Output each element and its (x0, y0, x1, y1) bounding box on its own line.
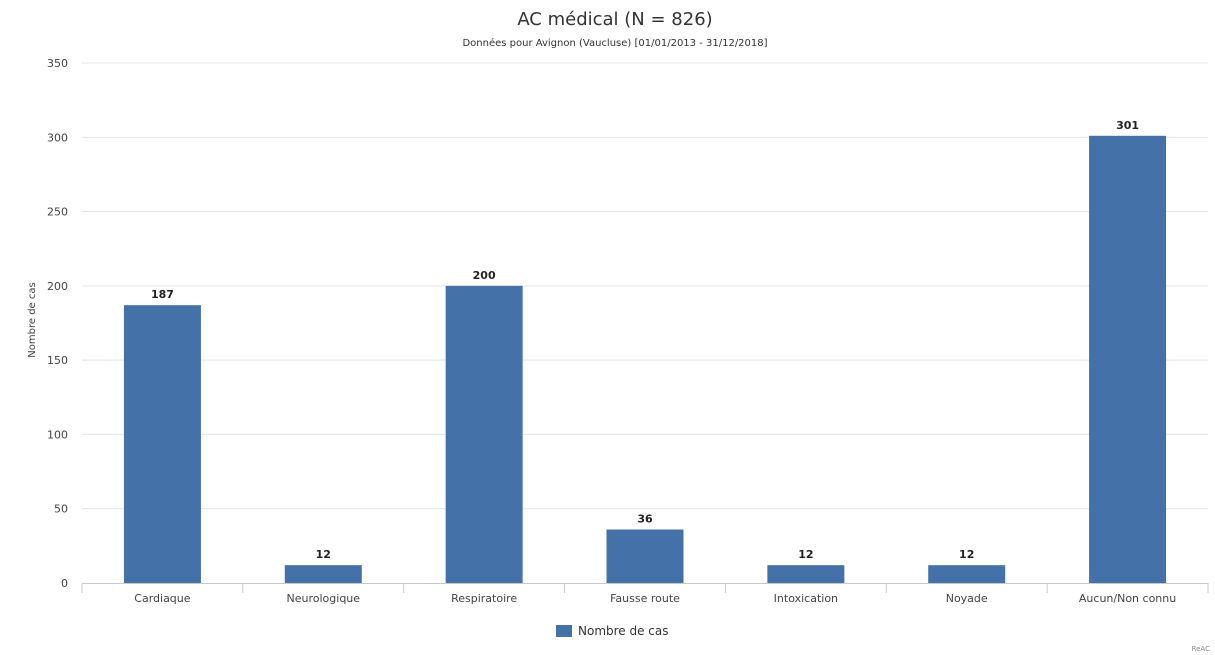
bar[interactable] (1089, 135, 1167, 584)
x-tick-label: Noyade (946, 592, 988, 605)
y-tick-label: 200 (47, 280, 68, 293)
bar[interactable] (445, 285, 523, 583)
x-tick-label: Intoxication (774, 592, 838, 605)
y-tick-label: 250 (47, 206, 68, 219)
x-tick-label: Respiratoire (451, 592, 517, 605)
chart-title: AC médical (N = 826) (517, 9, 712, 30)
data-label: 200 (473, 269, 496, 282)
bar[interactable] (767, 565, 845, 583)
data-label: 36 (637, 513, 653, 526)
data-label: 12 (316, 548, 331, 561)
y-axis-ticks: 0 50 100 150 200 250 300 350 (47, 57, 68, 590)
y-tick-label: 100 (47, 428, 68, 441)
bar[interactable] (928, 565, 1006, 583)
bar[interactable] (606, 529, 684, 583)
x-tick-label: Aucun/Non connu (1079, 592, 1176, 605)
data-label: 12 (959, 548, 974, 561)
x-tick-label: Neurologique (287, 592, 361, 605)
data-label: 187 (151, 288, 174, 301)
data-label: 12 (798, 548, 813, 561)
y-tick-label: 50 (54, 503, 68, 516)
legend[interactable]: Nombre de cas (556, 624, 669, 638)
y-tick-label: 300 (47, 131, 68, 144)
chart-subtitle: Données pour Avignon (Vaucluse) [01/01/2… (462, 37, 767, 49)
x-tick-label: Fausse route (610, 592, 680, 605)
bars (123, 135, 1167, 584)
y-tick-label: 350 (47, 57, 68, 70)
x-axis: Cardiaque Neurologique Respiratoire Fausse … (81, 583, 1209, 605)
grid-lines (82, 62, 1208, 510)
y-axis-label: Nombre de cas (27, 282, 38, 357)
bar[interactable] (284, 565, 362, 583)
chart-credit: ReAC (1192, 645, 1211, 653)
x-tick-label: Cardiaque (134, 592, 190, 605)
y-tick-label: 0 (61, 577, 68, 590)
legend-label[interactable]: Nombre de cas (578, 624, 669, 638)
legend-swatch[interactable] (556, 625, 572, 637)
data-label: 301 (1116, 119, 1139, 132)
bar[interactable] (123, 305, 201, 583)
y-tick-label: 150 (47, 354, 68, 367)
data-labels: 187 12 200 36 12 12 301 (151, 119, 1139, 561)
